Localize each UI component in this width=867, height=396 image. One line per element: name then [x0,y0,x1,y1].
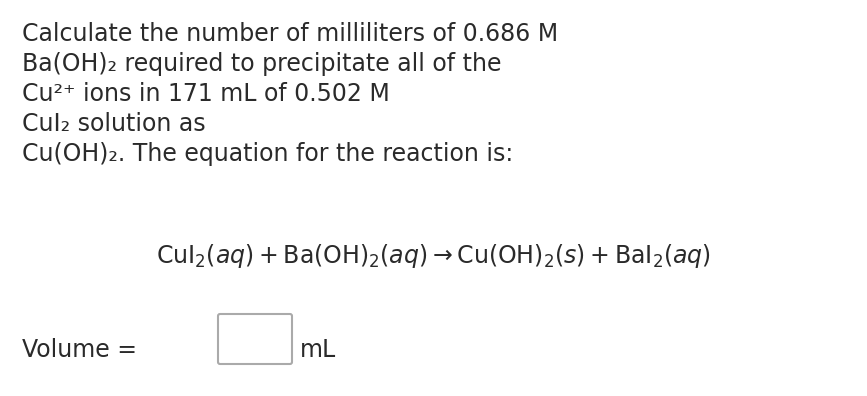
Text: mL: mL [300,338,336,362]
Text: CuI₂ solution as: CuI₂ solution as [22,112,205,136]
Text: Calculate the number of milliliters of 0.686 M: Calculate the number of milliliters of 0… [22,22,558,46]
Text: Cu(OH)₂. The equation for the reaction is:: Cu(OH)₂. The equation for the reaction i… [22,142,513,166]
FancyBboxPatch shape [218,314,292,364]
Text: $\mathrm{CuI_2}(aq) + \mathrm{Ba(OH)_2}(aq) \rightarrow \mathrm{Cu(OH)_2}(s) + \: $\mathrm{CuI_2}(aq) + \mathrm{Ba(OH)_2}(… [156,242,712,270]
Text: Ba(OH)₂ required to precipitate all of the: Ba(OH)₂ required to precipitate all of t… [22,52,501,76]
Text: Volume =: Volume = [22,338,145,362]
Text: Cu²⁺ ions in 171 mL of 0.502 M: Cu²⁺ ions in 171 mL of 0.502 M [22,82,390,106]
